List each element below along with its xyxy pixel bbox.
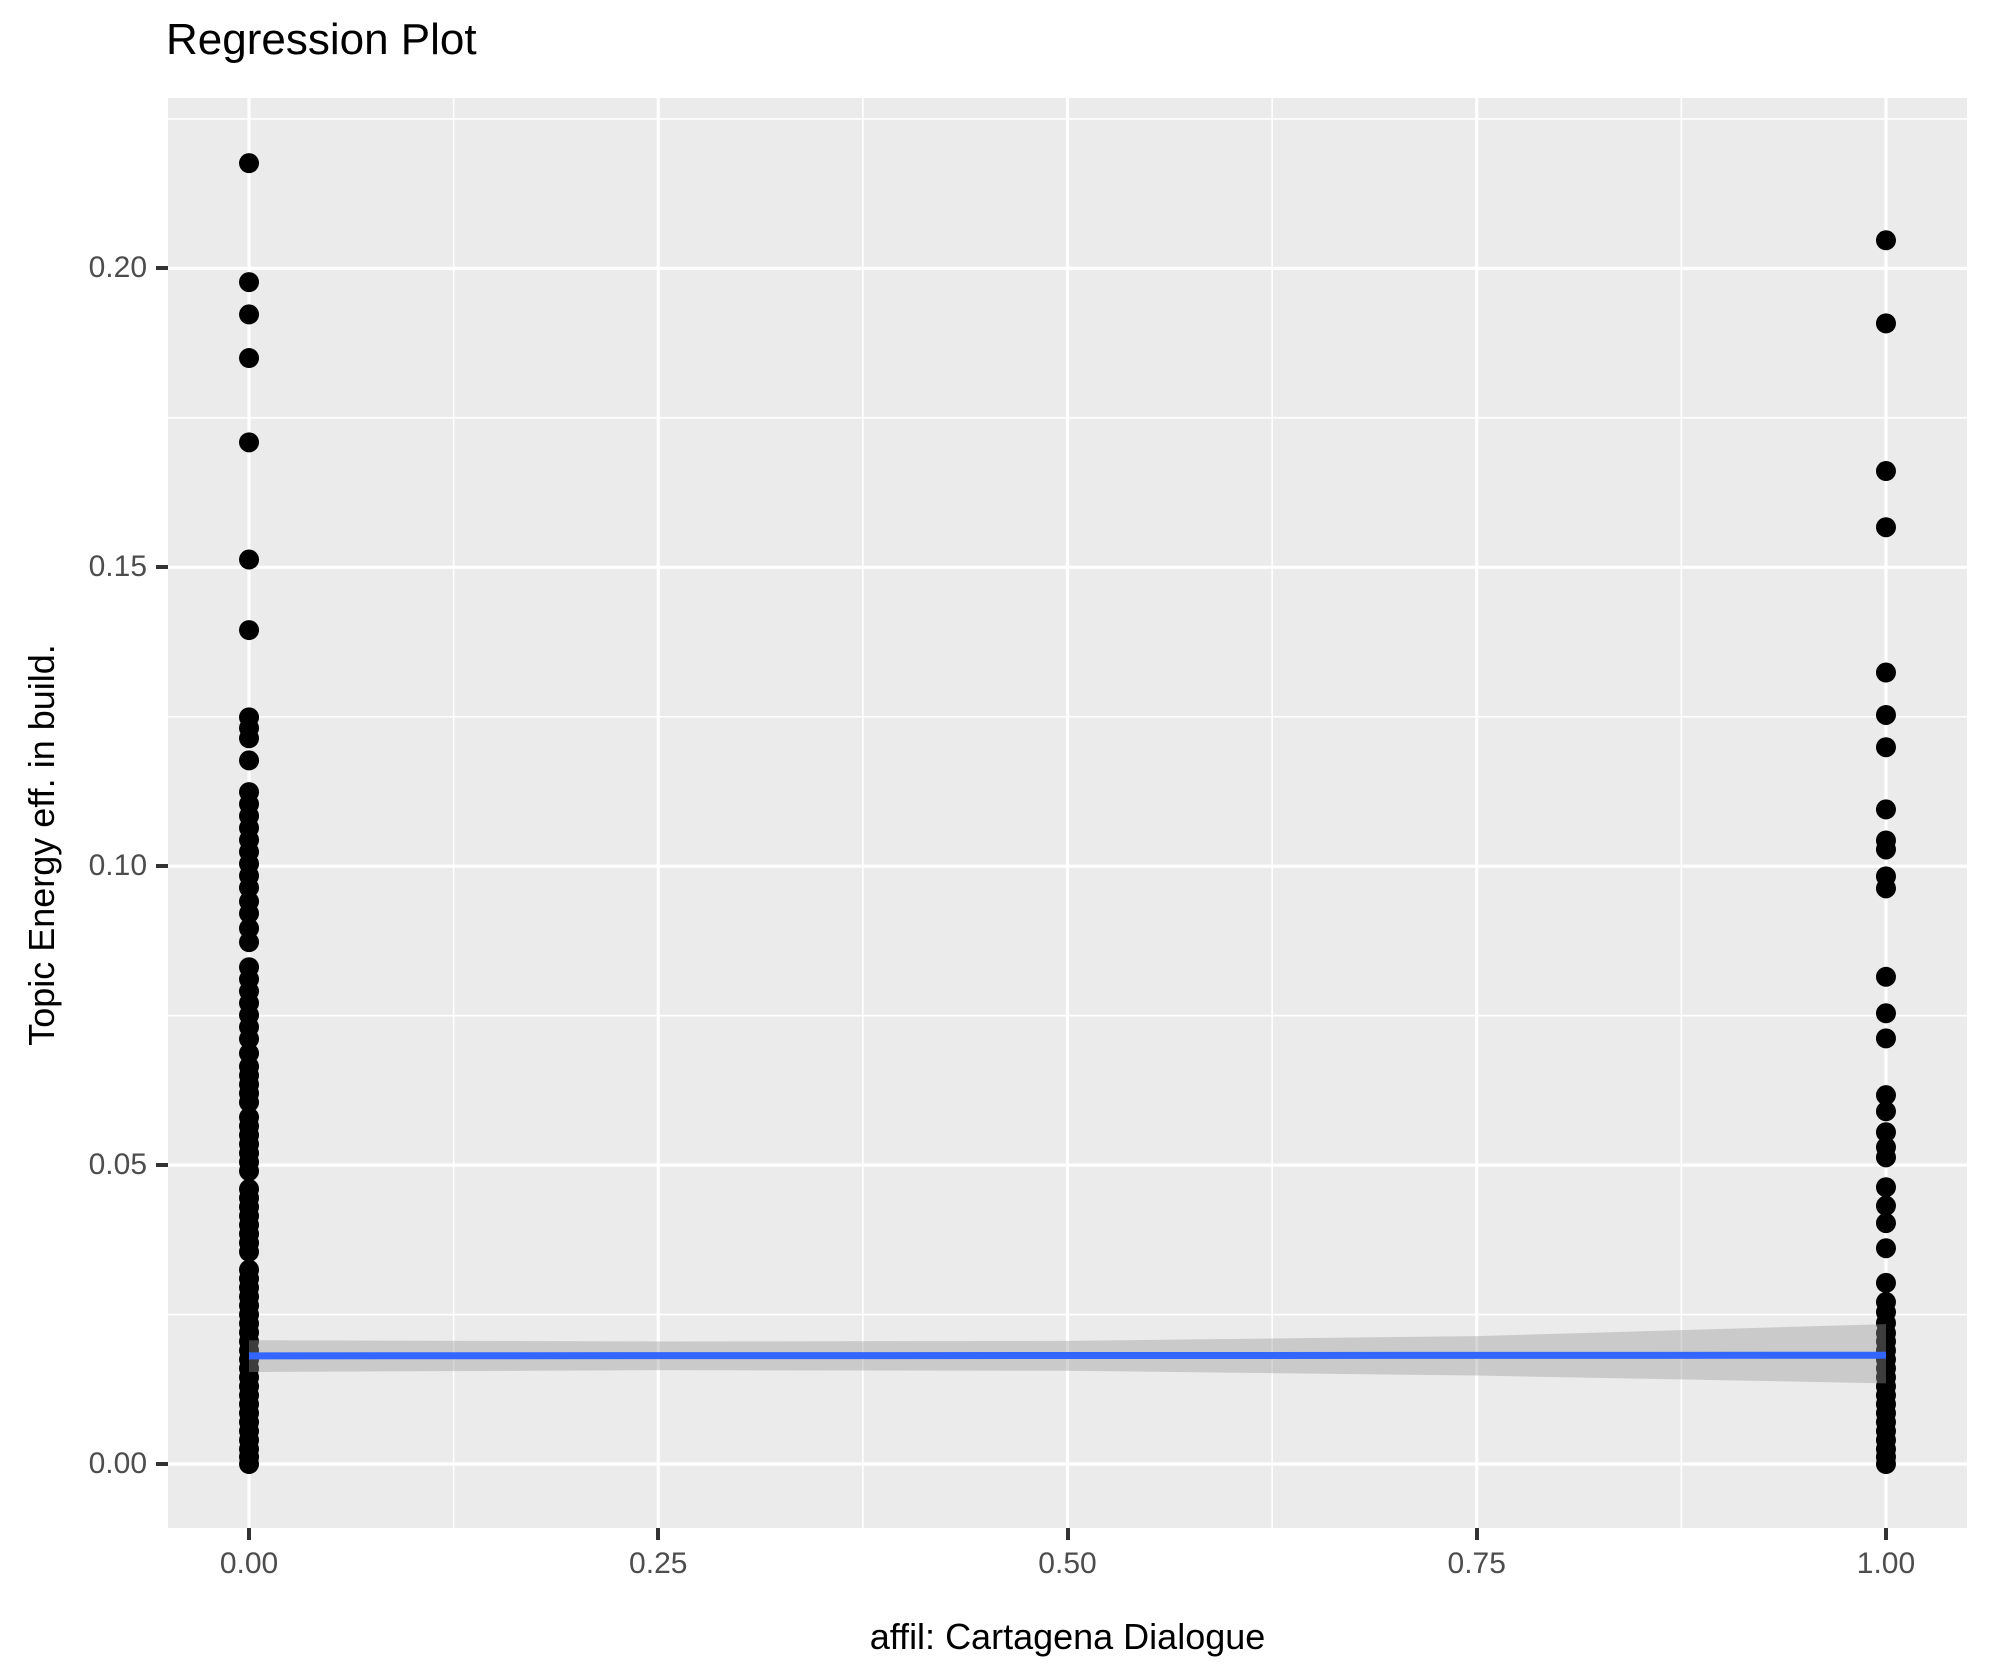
y-tick-mark <box>156 1163 168 1168</box>
data-point <box>239 750 260 771</box>
y-axis-title: Topic Energy eff. in build. <box>21 644 62 1046</box>
data-point <box>1875 878 1896 899</box>
data-point <box>239 348 260 369</box>
data-point <box>1875 1003 1896 1024</box>
x-tick-mark <box>656 1528 661 1540</box>
data-point <box>239 1092 260 1113</box>
y-tick-mark <box>156 565 168 570</box>
data-point <box>1875 313 1896 334</box>
data-point <box>239 918 260 939</box>
y-tick-label: 0.20 <box>88 251 147 285</box>
data-point <box>1875 966 1896 987</box>
data-point <box>1875 461 1896 482</box>
data-point <box>239 272 260 293</box>
data-point <box>1875 1085 1896 1106</box>
data-point <box>239 877 260 898</box>
data-point <box>239 153 260 174</box>
data-point <box>1875 1028 1896 1049</box>
data-point <box>239 304 260 325</box>
data-point <box>1875 1195 1896 1216</box>
data-point <box>1875 1122 1896 1143</box>
data-point <box>1875 517 1896 538</box>
data-point <box>1875 799 1896 820</box>
x-tick-mark <box>247 1528 252 1540</box>
data-point <box>239 620 260 641</box>
x-tick-label: 1.00 <box>1856 1547 1916 1580</box>
y-tick-label: 0.05 <box>88 1148 147 1182</box>
y-tick-mark <box>156 1462 168 1467</box>
scatter-points-x1 <box>1875 230 1896 1475</box>
data-point <box>1875 1147 1896 1168</box>
data-point <box>239 1454 260 1475</box>
data-point <box>1875 1454 1896 1475</box>
scatter-points-x0 <box>239 153 260 1475</box>
y-tick-label: 0.10 <box>88 849 147 883</box>
data-point <box>1875 662 1896 683</box>
x-tick-label: 0.50 <box>1038 1547 1097 1580</box>
data-point <box>1875 1101 1896 1122</box>
data-point <box>1875 1238 1896 1259</box>
x-tick-mark <box>1065 1528 1070 1540</box>
data-point <box>1875 1177 1896 1198</box>
data-point <box>1875 1272 1896 1293</box>
data-point <box>239 1161 260 1182</box>
data-point <box>239 932 260 953</box>
x-tick-mark <box>1883 1528 1888 1540</box>
plot-panel <box>168 98 1967 1528</box>
data-point <box>239 903 260 924</box>
y-tick-mark <box>156 266 168 271</box>
x-tick-label: 0.25 <box>629 1547 688 1580</box>
x-tick-label: 0.00 <box>219 1547 279 1580</box>
data-point <box>239 432 260 453</box>
data-point <box>1875 1213 1896 1234</box>
data-point <box>1875 839 1896 860</box>
data-point <box>1875 230 1896 251</box>
x-tick-mark <box>1474 1528 1479 1540</box>
regression-line <box>249 1351 1886 1360</box>
x-tick-label: 0.75 <box>1447 1547 1506 1580</box>
data-point <box>1875 737 1896 758</box>
data-point <box>239 1028 260 1049</box>
data-point <box>1875 704 1896 725</box>
data-point <box>239 1241 260 1262</box>
data-point <box>239 728 260 749</box>
data-point <box>239 549 260 570</box>
plot-panel-canvas <box>168 98 1967 1528</box>
y-tick-label: 0.00 <box>88 1447 147 1481</box>
y-tick-label: 0.15 <box>88 550 147 584</box>
plot-title: Regression Plot <box>166 15 477 64</box>
y-tick-mark <box>156 864 168 869</box>
x-axis-title: affil: Cartagena Dialogue <box>869 1616 1266 1657</box>
